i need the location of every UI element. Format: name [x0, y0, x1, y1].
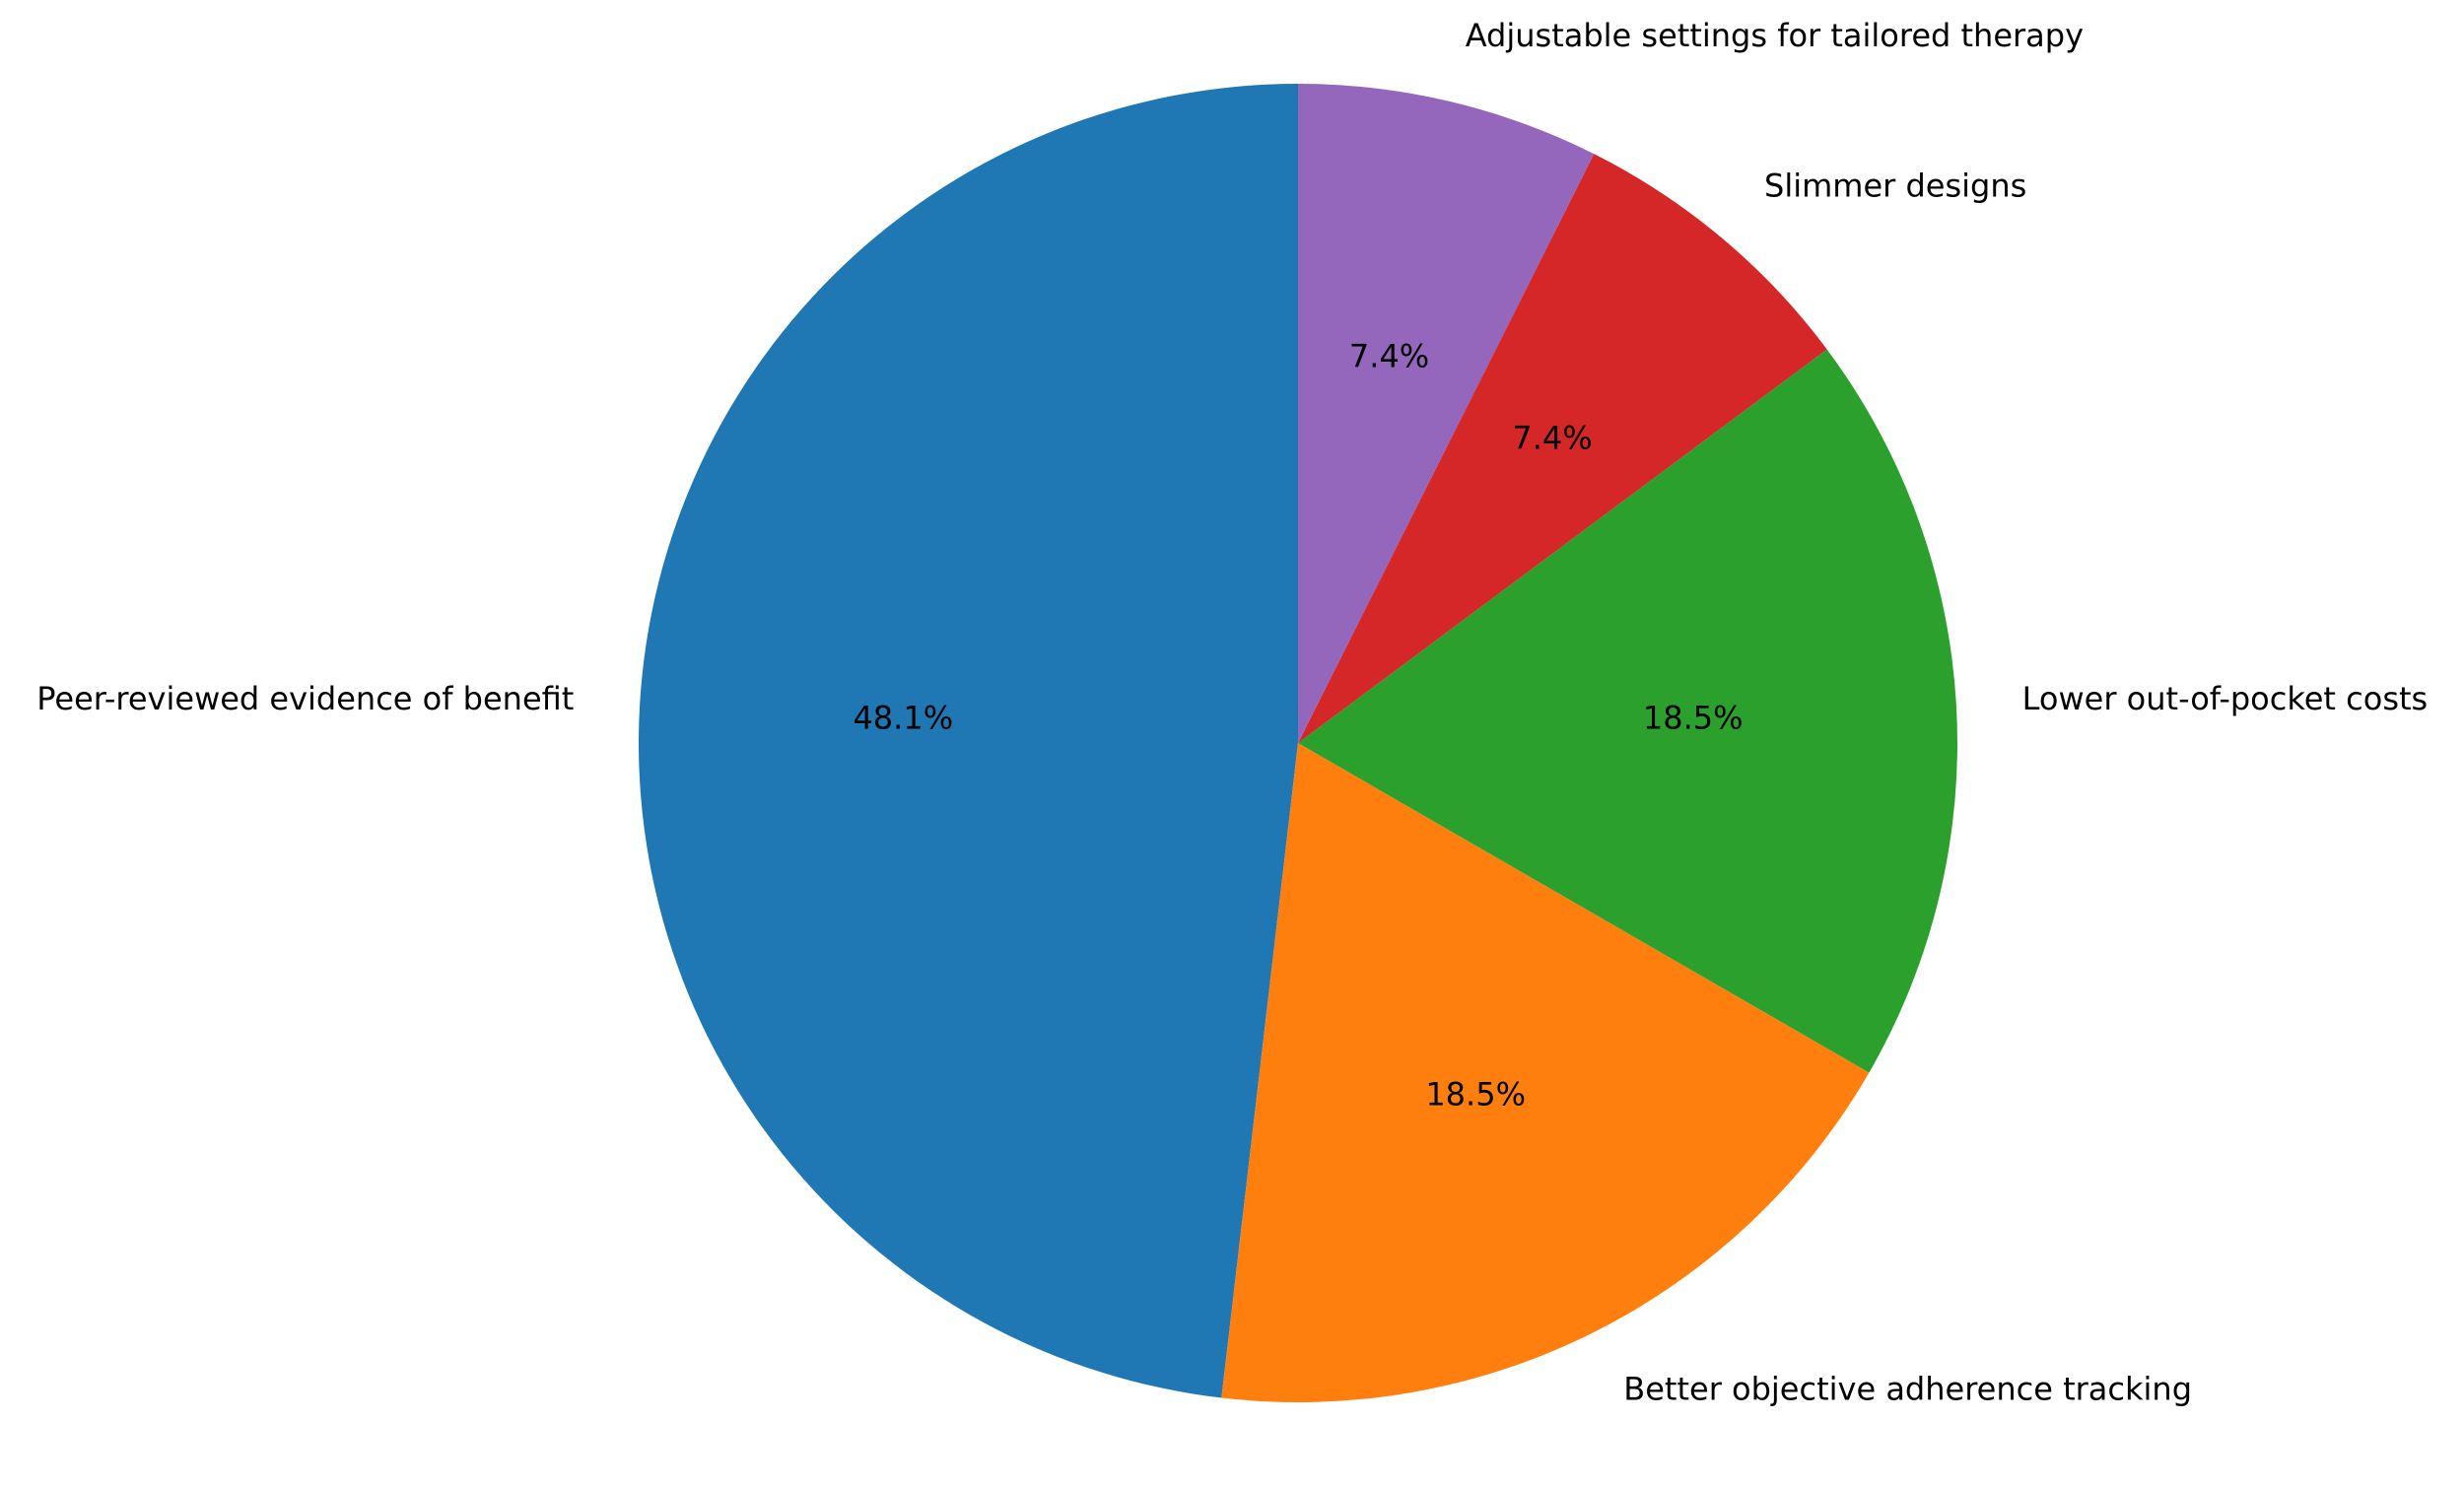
slice-label: Lower out-of-pocket costs [2022, 680, 2429, 717]
pie-slice [1221, 743, 1870, 1402]
pie-slice [1298, 349, 1957, 1073]
slice-label: Slimmer designs [1764, 167, 2026, 204]
slice-value-label: 7.4% [1349, 337, 1429, 374]
slice-value-label: 7.4% [1512, 420, 1592, 457]
slice-value-label: 18.5% [1643, 700, 1744, 737]
slice-label: Peer-reviewed evidence of benefit [36, 680, 574, 717]
slice-value-label: 18.5% [1425, 1076, 1526, 1114]
pie-slice [639, 84, 1298, 1398]
slice-label: Adjustable settings for tailored therapy [1466, 17, 2084, 54]
slice-value-label: 48.1% [853, 700, 953, 737]
slice-label: Better objective adherence tracking [1623, 1371, 2192, 1408]
pie-slice [1298, 84, 1595, 743]
pie-slice [1298, 154, 1827, 743]
